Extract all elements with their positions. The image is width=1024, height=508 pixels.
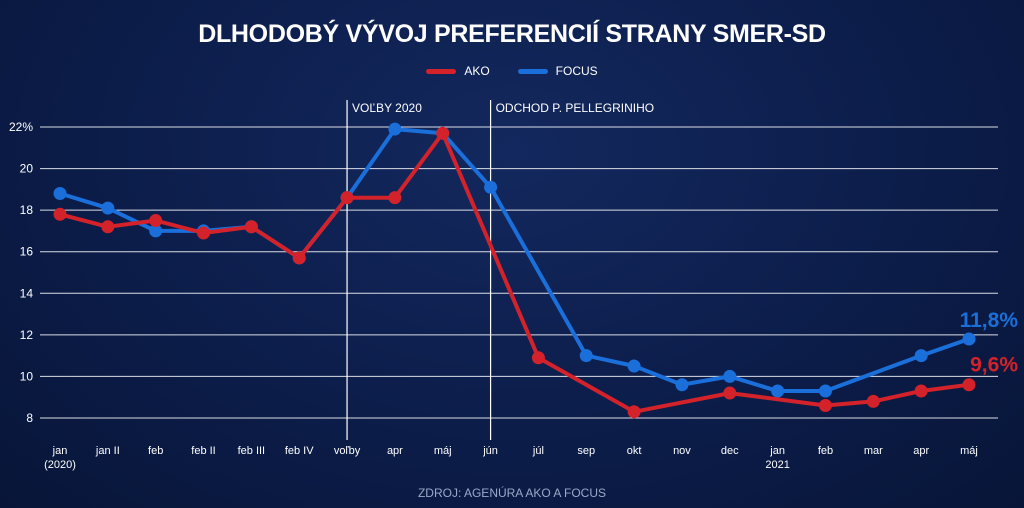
series-line-ako xyxy=(58,131,971,414)
end-value-label-focus: 11,8% xyxy=(960,309,1019,332)
data-point-ako xyxy=(149,214,163,228)
x-tick-label: feb IV xyxy=(285,445,314,457)
x-tick-label: nov xyxy=(673,445,691,457)
x-tick-label: feb II xyxy=(191,445,215,457)
x-tick-label: (2020) xyxy=(44,459,76,471)
end-value-label-ako: 9,6% xyxy=(970,354,1018,377)
data-point-focus xyxy=(53,187,67,201)
data-point-focus xyxy=(149,224,163,238)
x-tick-label: feb xyxy=(148,445,163,457)
data-point-ako xyxy=(340,191,354,205)
y-tick-label: 16 xyxy=(20,245,34,259)
data-point-focus xyxy=(818,384,832,398)
legend-label-ako: AKO xyxy=(464,64,490,78)
source-note: ZDROJ: AGENÚRA AKO A FOCUS xyxy=(417,486,607,500)
x-tick-label: 2021 xyxy=(765,459,789,471)
legend-swatch-ako xyxy=(426,68,457,74)
data-point-focus xyxy=(484,180,498,194)
x-tick-label: apr xyxy=(913,445,929,457)
x-tick-label: jan II xyxy=(95,445,120,457)
y-tick-label: 10 xyxy=(20,369,34,383)
data-point-ako xyxy=(723,386,737,400)
data-point-ako xyxy=(197,226,211,240)
data-point-ako xyxy=(627,405,641,419)
legend-label-focus: FOCUS xyxy=(555,64,598,78)
y-tick-label: 20 xyxy=(20,162,34,176)
legend: AKO FOCUS xyxy=(0,64,1024,78)
x-tick-label: jan xyxy=(769,445,785,457)
data-point-ako xyxy=(388,191,402,205)
data-point-ako xyxy=(101,220,115,234)
data-point-focus xyxy=(962,332,976,346)
data-point-ako xyxy=(914,384,928,398)
data-point-focus xyxy=(101,201,115,215)
annotation-label: ODCHOD P. PELLEGRINIHO xyxy=(496,101,654,115)
x-tick-label: feb III xyxy=(238,445,266,457)
y-tick-label: 12 xyxy=(20,328,34,342)
legend-item-ako: AKO xyxy=(426,64,490,78)
x-tick-label: máj xyxy=(960,445,978,457)
data-point-ako xyxy=(818,399,832,413)
x-tick-label: júl xyxy=(532,445,544,457)
data-point-focus xyxy=(771,384,785,398)
data-point-focus xyxy=(675,378,689,392)
annotation-label: VOĽBY 2020 xyxy=(352,101,422,115)
x-tick-label: feb xyxy=(818,445,833,457)
data-point-ako xyxy=(962,378,976,392)
chart-title: DLHODOBÝ VÝVOJ PREFERENCIÍ STRANY SMER-S… xyxy=(198,20,826,48)
y-tick-label: 22% xyxy=(9,120,33,134)
x-tick-label: mar xyxy=(864,445,883,457)
data-point-focus xyxy=(723,369,737,383)
legend-swatch-focus xyxy=(517,68,548,74)
y-tick-label: 8 xyxy=(26,411,33,425)
data-point-focus xyxy=(579,349,593,363)
data-point-ako xyxy=(531,351,545,365)
x-tick-label: sep xyxy=(577,445,595,457)
data-point-ako xyxy=(244,220,258,234)
data-point-focus xyxy=(627,359,641,373)
data-point-ako xyxy=(436,126,450,140)
x-tick-label: apr xyxy=(387,445,403,457)
y-tick-label: 18 xyxy=(20,203,34,217)
x-tick-label: voľby xyxy=(334,445,361,457)
legend-item-focus: FOCUS xyxy=(517,64,598,78)
x-tick-label: okt xyxy=(627,445,642,457)
x-tick-label: jan xyxy=(52,445,68,457)
x-tick-label: dec xyxy=(721,445,739,457)
data-point-focus xyxy=(388,122,402,136)
data-point-ako xyxy=(866,394,880,408)
x-tick-label: máj xyxy=(434,445,452,457)
data-point-ako xyxy=(53,207,67,221)
data-point-ako xyxy=(292,251,306,265)
y-tick-label: 14 xyxy=(20,286,34,300)
data-point-focus xyxy=(914,349,928,363)
x-tick-label: jún xyxy=(482,445,498,457)
